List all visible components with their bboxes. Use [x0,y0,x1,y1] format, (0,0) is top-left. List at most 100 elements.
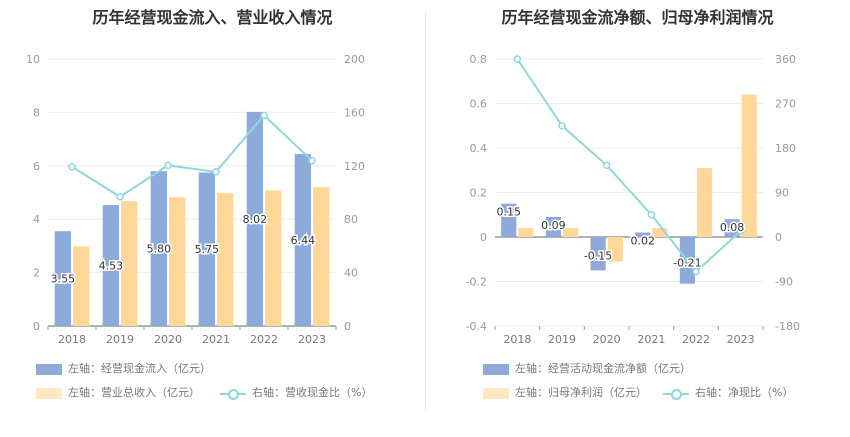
legend-line-icon [663,388,689,400]
bar-primary [294,154,311,326]
legend-label: 左轴：归母净利润（亿元） [515,386,647,399]
legend-label: 左轴：经营现金流入（亿元） [68,362,211,375]
series-line [516,58,742,274]
y-left-tick-label: 8 [33,106,40,119]
y-left-tick-label: 0.4 [470,142,488,155]
y-left-tick-label: 0 [480,231,487,244]
legend-item[interactable]: 左轴：经营现金流入（亿元） [36,360,211,376]
y-right-tick-label: 40 [344,267,358,280]
bar-primary [724,219,740,237]
data-label: 3.55 [51,273,76,286]
y-left-tick-label: 0.2 [470,187,488,200]
y-left-tick-label: 2 [33,267,40,280]
legend-line-icon [220,388,246,400]
legend-item[interactable]: 右轴：营收现金比（%） [220,384,372,400]
y-right-tick-label: 200 [344,53,365,66]
x-tick-label: 2022 [250,333,278,346]
x-tick-label: 2021 [637,333,665,346]
y-right-tick-label: 0 [344,320,351,333]
panel-divider [425,10,426,410]
legend-item[interactable]: 右轴：净现比（%） [663,384,793,400]
chart-plot: 0 2 4 6 8 10 0 40 80 120 160 200 2018 2019 2020 2021 202… [26,53,365,346]
y-left-tick-label: 6 [33,160,40,173]
legend-swatch [483,387,509,399]
y-right-tick-label: 90 [775,187,789,200]
line-point [116,193,124,201]
line-point [692,267,700,276]
legend-label: 左轴：经营活动现金流净额（亿元） [515,362,691,375]
x-tick-label: 2023 [298,333,326,346]
bar-primary [54,231,71,326]
legend-label: 左轴：营业总收入（亿元） [68,386,200,399]
bar-secondary [697,168,713,237]
y-right-tick-label: 0 [775,231,782,244]
legend-item[interactable]: 左轴：归母净利润（亿元） [483,384,647,400]
legend-swatch [36,363,62,375]
data-label: 0.08 [720,221,745,234]
legend-label: 右轴：营收现金比（%） [252,386,373,399]
bar-secondary [741,94,757,237]
data-label: 5.75 [195,243,220,256]
bar-primary [102,205,119,326]
y-left-tick-label: 0 [33,320,40,333]
x-tick-label: 2018 [58,333,86,346]
series-line [71,113,313,198]
line-point [308,156,316,165]
y-right-tick-label: -180 [775,320,800,333]
chart-title: 历年经营现金流净额、归母净利润情况 [501,8,774,27]
legend-label: 右轴：净现比（%） [695,386,794,399]
y-left-tick-label: 0.8 [470,53,488,66]
line-point [212,168,220,176]
y-right-tick-label: 360 [775,53,796,66]
y-left-tick-label: 10 [26,53,40,66]
y-right-tick-label: 160 [344,106,365,119]
x-tick-label: 2021 [202,333,230,346]
bar-secondary [563,228,579,237]
bar-secondary [217,193,234,326]
bar-primary [590,237,606,271]
data-label: 8.02 [243,213,268,226]
data-label: 0.09 [541,219,566,232]
data-label: 4.53 [99,260,124,273]
legend-item[interactable]: 左轴：经营活动现金流净额（亿元） [483,360,691,376]
bar-secondary [652,228,668,237]
y-right-tick-label: 120 [344,160,365,173]
legend-swatch [483,363,509,375]
chart-panel-left: 历年经营现金流入、营业收入情况 0 2 4 6 8 10 0 40 80 120 160 200 201… [26,8,372,400]
chart-title: 历年经营现金流入、营业收入情况 [92,8,333,27]
line-point [602,161,611,170]
data-label: -0.15 [584,250,612,263]
x-tick-label: 2022 [682,333,710,346]
y-left-tick-label: -0.4 [466,320,487,333]
bar-secondary [73,246,90,326]
bar-secondary [518,228,534,237]
data-label: 5.80 [147,243,172,256]
legend-swatch [36,387,62,399]
line-point [68,162,76,171]
bar-primary [246,111,263,326]
bar-secondary [313,187,330,326]
x-tick-label: 2019 [106,333,134,346]
line-point [736,227,745,235]
data-label: 0.02 [630,235,655,248]
bar-primary [545,216,561,237]
data-label: -0.21 [673,256,701,269]
bar-primary [198,172,215,326]
y-right-tick-label: 180 [775,142,796,155]
y-left-tick-label: 0.6 [470,98,488,111]
x-tick-label: 2020 [593,333,621,346]
bar-secondary [607,237,623,262]
y-left-tick-label: 4 [33,213,40,226]
bar-primary [150,171,167,326]
bar-primary [635,232,651,237]
chart-panel-right: 历年经营现金流净额、归母净利润情况 -0.4 -0.2 0 0.2 0.4 0.6 0.8 -… [425,0,850,437]
y-right-tick-label: 270 [775,98,796,111]
legend-item[interactable]: 左轴：营业总收入（亿元） [36,384,200,400]
x-tick-label: 2019 [548,333,576,346]
y-left-tick-label: -0.2 [466,276,487,289]
bar-primary [501,203,517,237]
bar-secondary [121,201,138,326]
bar-secondary [265,190,282,326]
line-point [647,211,656,219]
line-point [260,111,268,120]
